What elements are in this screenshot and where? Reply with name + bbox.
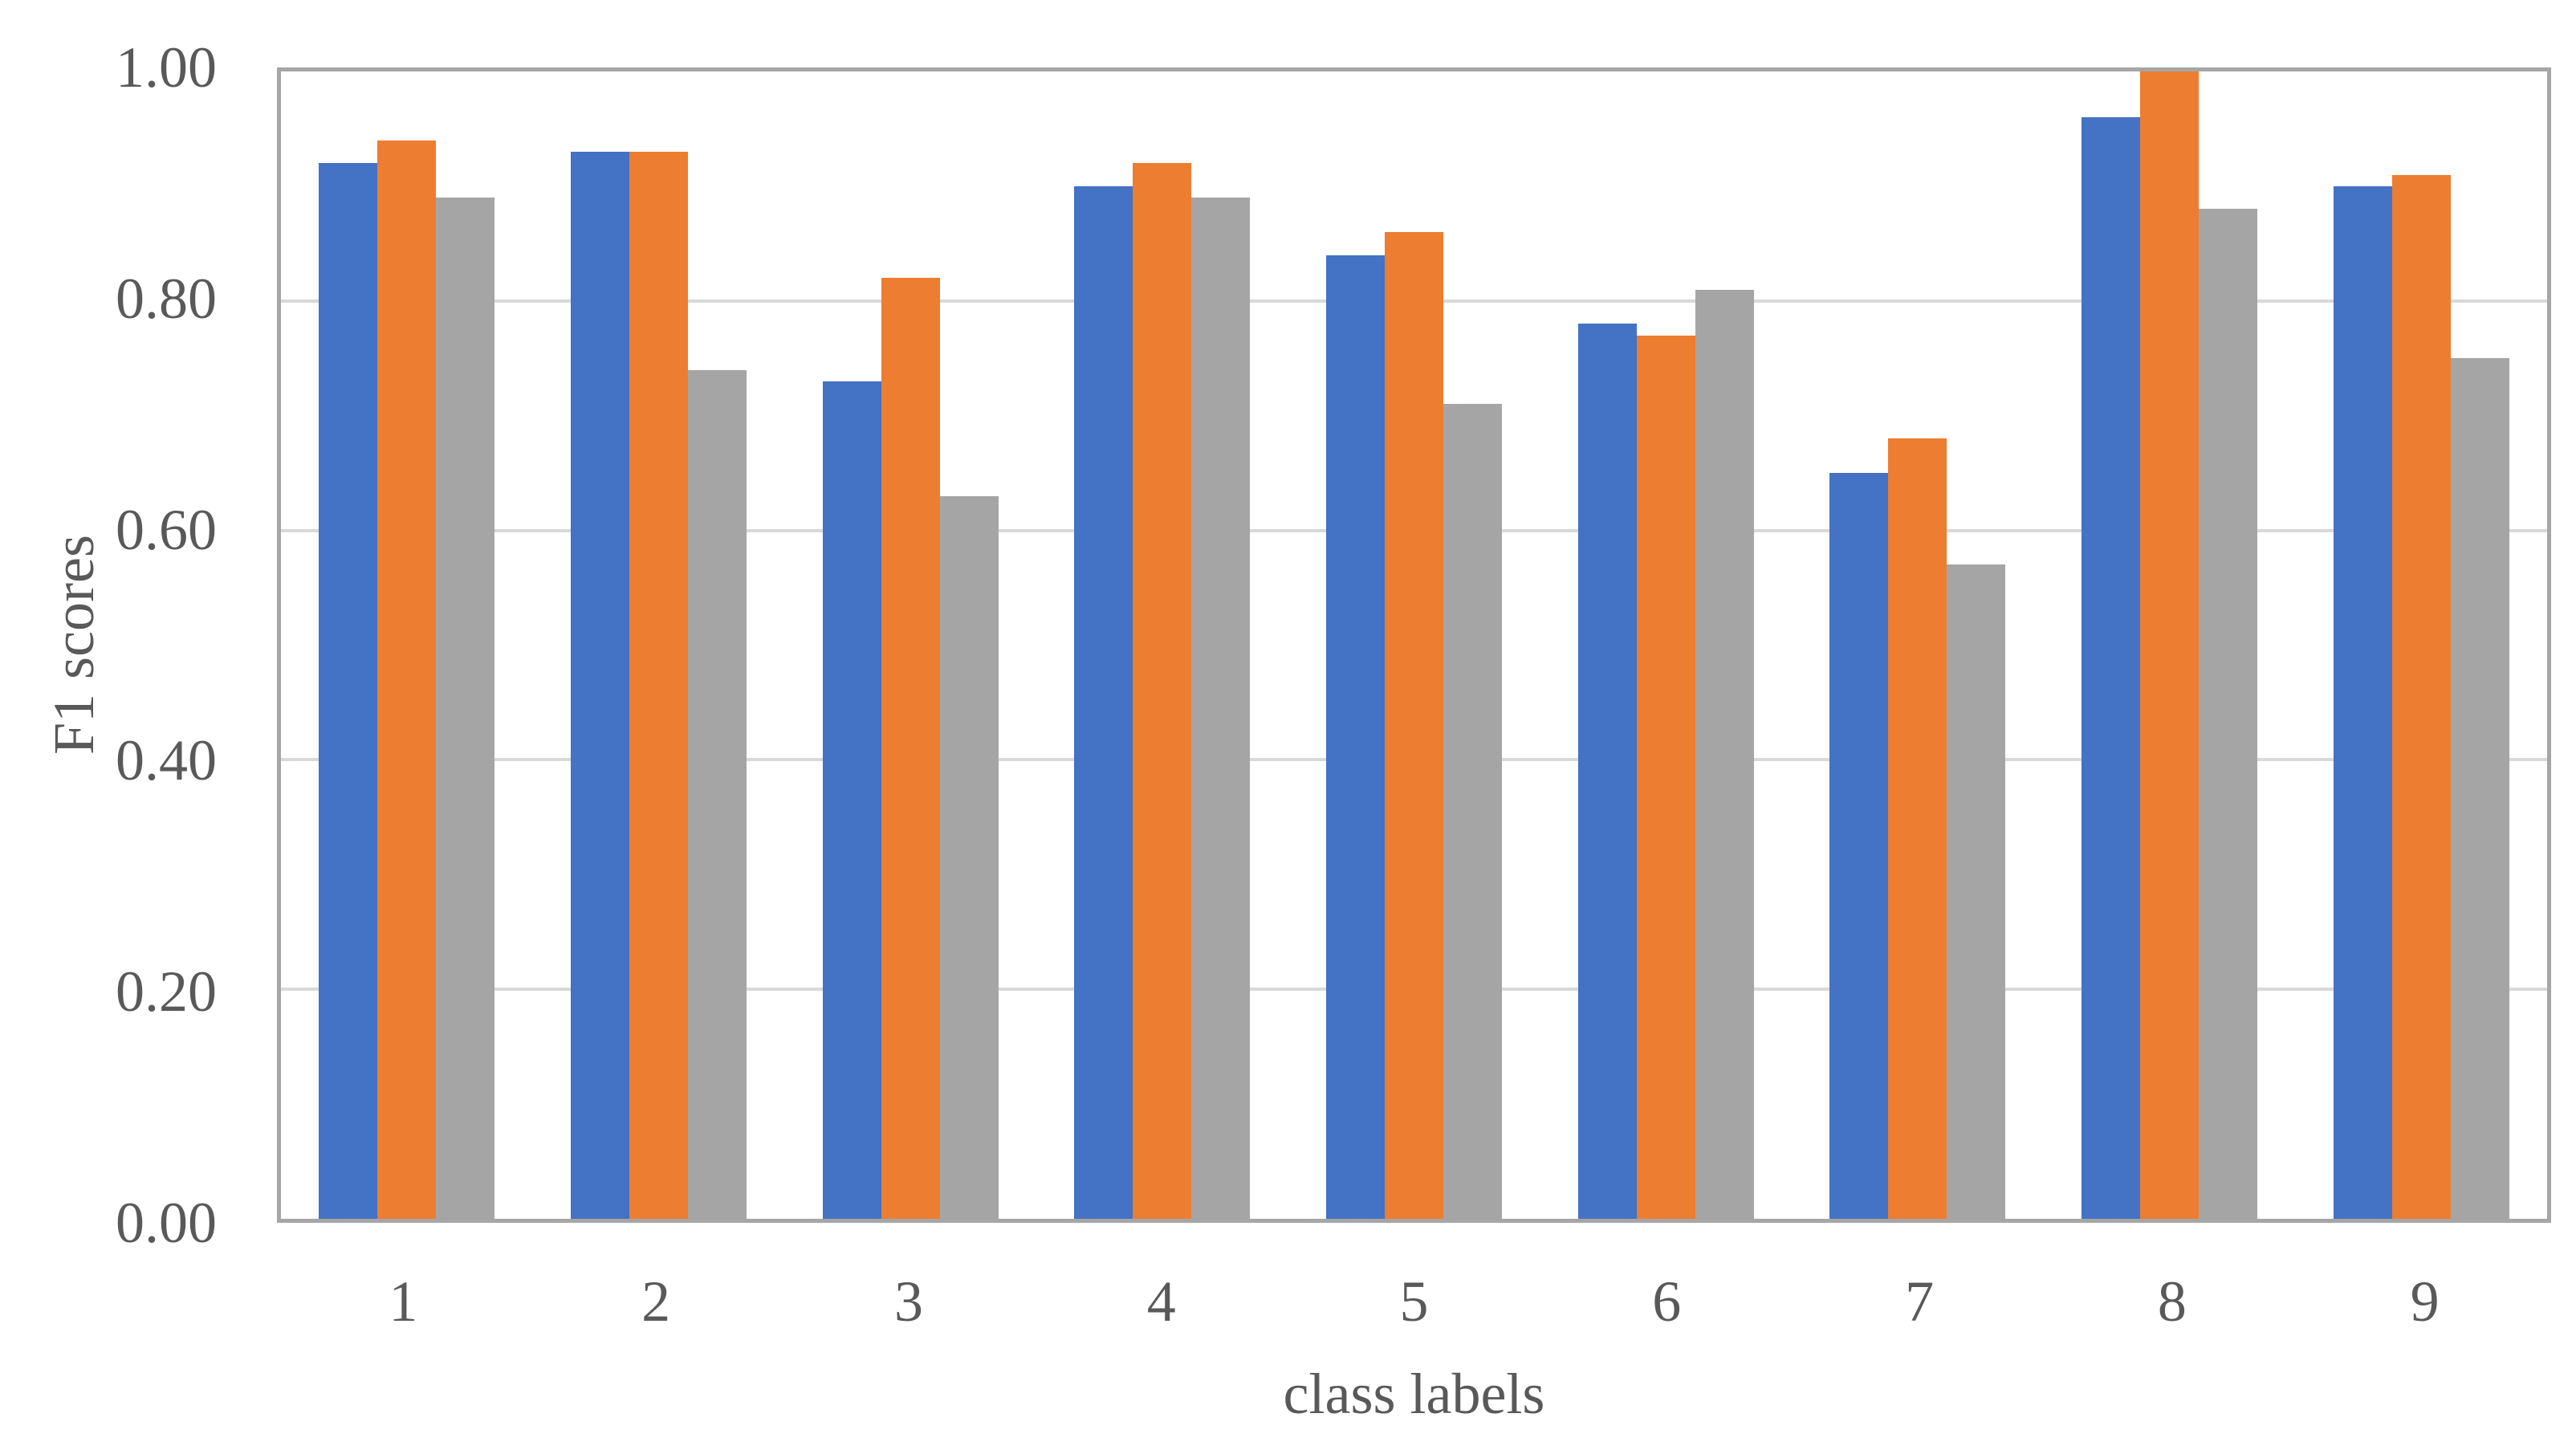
bar-gray <box>1695 289 1754 1219</box>
bar-blue <box>571 152 629 1219</box>
bar-group-6 <box>1540 71 1792 1219</box>
bar-group-3 <box>784 71 1036 1219</box>
x-axis-tick-label: 6 <box>1652 1269 1682 1334</box>
bar-group-4 <box>1036 71 1288 1219</box>
x-axis-tick-label: 9 <box>2410 1269 2440 1334</box>
bar-orange <box>1636 335 1695 1219</box>
x-axis-tick-label: 3 <box>893 1269 923 1334</box>
bar-gray <box>436 198 495 1219</box>
bar-gray <box>2199 209 2258 1219</box>
x-axis-tick-label: 7 <box>1905 1269 1935 1334</box>
y-axis-tick-label: 0.00 <box>116 1191 217 1255</box>
plot-area-inner <box>281 71 2547 1219</box>
bar-orange <box>377 140 437 1219</box>
bar-blue <box>1577 324 1637 1219</box>
x-axis-tick-label: 5 <box>1399 1269 1429 1334</box>
bar-blue <box>2082 117 2141 1219</box>
bar-orange <box>1888 438 1947 1219</box>
bar-gray <box>1947 564 2006 1219</box>
bar-gray <box>2450 358 2509 1219</box>
bar-orange <box>2391 174 2451 1219</box>
y-axis-tick-label: 0.80 <box>116 266 217 331</box>
bar-blue <box>1326 255 1386 1219</box>
y-axis-tick-label: 0.40 <box>116 728 217 793</box>
bar-gray <box>1443 404 1503 1219</box>
y-axis-tick-label: 1.00 <box>116 35 217 100</box>
plot-area <box>277 67 2551 1223</box>
bar-gray <box>688 369 747 1219</box>
bar-group-2 <box>533 71 785 1219</box>
y-axis-tick-label: 0.60 <box>116 497 217 562</box>
bar-group-8 <box>2044 71 2296 1219</box>
bar-gray <box>1191 198 1251 1219</box>
bar-blue <box>319 163 378 1219</box>
bar-blue <box>1074 185 1133 1219</box>
bar-group-9 <box>2295 71 2547 1219</box>
bar-orange <box>2140 71 2200 1219</box>
bar-orange <box>1133 163 1192 1219</box>
bar-group-7 <box>1792 71 2044 1219</box>
x-axis-tick-label: 2 <box>641 1269 671 1334</box>
bar-orange <box>629 152 688 1219</box>
bar-blue <box>1829 473 1889 1219</box>
bar-group-5 <box>1288 71 1540 1219</box>
bar-blue <box>2333 185 2392 1219</box>
x-axis-tick-label: 1 <box>389 1269 418 1334</box>
bar-gray <box>939 495 999 1219</box>
bar-group-1 <box>281 71 533 1219</box>
bar-orange <box>881 278 940 1219</box>
x-axis-tick-label: 8 <box>2157 1269 2187 1334</box>
bar-orange <box>1385 232 1444 1219</box>
x-axis-tick-label: 4 <box>1146 1269 1176 1334</box>
x-axis-title: class labels <box>1283 1362 1545 1426</box>
y-axis-tick-labels: 1.00 0.80 0.60 0.40 0.20 0.00 <box>0 39 241 1252</box>
y-axis-tick-label: 0.20 <box>116 959 217 1024</box>
bar-blue <box>822 381 881 1219</box>
